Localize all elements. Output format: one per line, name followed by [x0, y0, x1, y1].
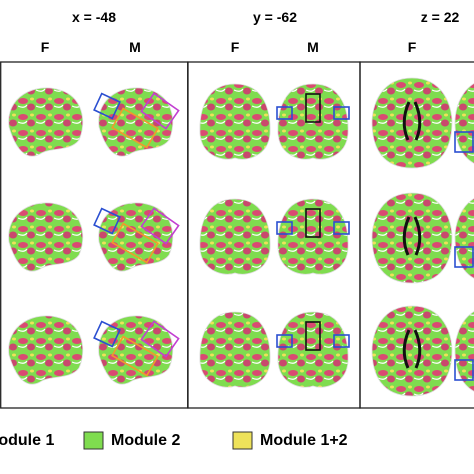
view-label: M	[129, 39, 141, 55]
roi-box	[111, 335, 159, 377]
brain-slice	[371, 305, 453, 397]
ventricle	[402, 101, 422, 141]
roi-box	[93, 207, 121, 235]
roi-box	[454, 131, 474, 153]
roi-box	[333, 221, 350, 235]
brain-images	[8, 77, 474, 397]
legend-label: Module 1+2	[260, 432, 348, 449]
roi-box	[111, 222, 159, 264]
roi-box	[454, 359, 474, 381]
brain-slice	[454, 311, 474, 392]
brain-slice	[98, 315, 174, 385]
legend: Module 1 Module 2 Module 1+2	[0, 431, 348, 450]
panel-title: z = 22	[421, 9, 460, 25]
roi-box	[333, 334, 350, 348]
brain-slice	[199, 83, 271, 160]
brain-slice	[8, 315, 84, 385]
brain-slice	[454, 198, 474, 279]
view-label: F	[231, 39, 240, 55]
roi-box	[276, 106, 293, 120]
roi-box	[93, 320, 121, 348]
roi-box	[305, 208, 321, 238]
roi-box	[140, 92, 180, 130]
view-label: F	[408, 39, 417, 55]
panel-title: y = -62	[253, 9, 297, 25]
brain-slice	[98, 87, 174, 157]
brain-slice	[8, 202, 84, 272]
legend-label: Module 2	[111, 432, 180, 449]
legend-swatch	[83, 431, 104, 450]
panel-frames	[0, 61, 474, 409]
ventricle	[402, 216, 422, 256]
legend-label: Module 1	[0, 432, 54, 449]
brain-slice	[98, 202, 174, 272]
roi-box	[140, 207, 180, 245]
brain-slice	[199, 311, 271, 388]
roi-box	[305, 321, 321, 351]
brain-slice	[199, 198, 271, 275]
roi-box	[276, 334, 293, 348]
brain-slice	[8, 87, 84, 157]
brain-slice	[371, 77, 453, 169]
view-label: F	[41, 39, 50, 55]
panel-title: x = -48	[72, 9, 116, 25]
brain-slice	[454, 83, 474, 164]
roi-box	[140, 320, 180, 358]
roi-box	[93, 92, 121, 120]
roi-box	[333, 106, 350, 120]
roi-box	[305, 93, 321, 123]
roi-box	[111, 107, 159, 149]
legend-swatch	[232, 431, 253, 450]
view-label: M	[307, 39, 319, 55]
ventricle	[402, 329, 422, 369]
roi-box	[454, 246, 474, 268]
roi-box	[276, 221, 293, 235]
brain-slice	[371, 192, 453, 284]
